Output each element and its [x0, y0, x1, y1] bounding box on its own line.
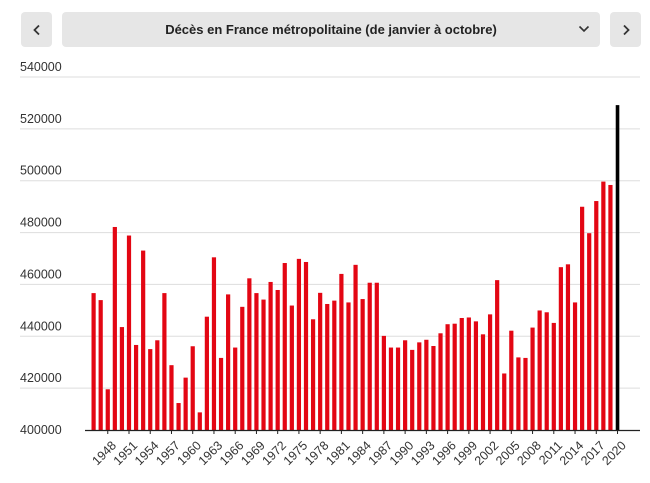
- bar-1956: [162, 293, 167, 430]
- y-tick-label: 460000: [20, 267, 62, 281]
- bar-1950: [119, 327, 125, 430]
- bar-1978: [318, 292, 323, 430]
- bar-1987: [381, 335, 386, 430]
- bar-1951: [126, 235, 132, 430]
- bar-1947: [98, 300, 103, 430]
- bar-1998: [459, 317, 464, 430]
- chart-selector-label: Décès en France métropolitaine (de janvi…: [165, 22, 497, 37]
- bar-1994: [431, 345, 436, 430]
- bar-2016: [587, 233, 592, 430]
- bar-1986: [374, 282, 379, 430]
- bar-1971: [268, 281, 273, 430]
- bar-1983: [353, 264, 358, 430]
- bar-2020: [615, 105, 620, 431]
- y-tick-label: 440000: [20, 319, 62, 333]
- bar-1974: [289, 305, 294, 430]
- y-tick-label: 520000: [20, 112, 62, 126]
- bar-1965: [226, 294, 231, 430]
- chevron-down-icon: [578, 25, 590, 33]
- bar-2012: [558, 267, 563, 430]
- bar-2017: [594, 201, 599, 430]
- bar-2008: [530, 327, 535, 430]
- bar-2011: [551, 322, 556, 430]
- bar-2004: [502, 373, 507, 430]
- bar-2003: [495, 280, 500, 430]
- bar-1982: [346, 302, 351, 430]
- bar-2007: [523, 357, 528, 430]
- y-tick-label: 420000: [20, 371, 62, 385]
- y-tick-label: 500000: [20, 164, 62, 178]
- bar-2005: [509, 330, 514, 430]
- bar-1955: [155, 340, 160, 430]
- bar-1979: [325, 303, 330, 430]
- bar-1975: [296, 258, 302, 430]
- bar-1991: [410, 349, 415, 430]
- bar-2009: [537, 310, 542, 430]
- bar-1958: [176, 403, 181, 430]
- bar-1996: [445, 324, 450, 430]
- bar-1972: [275, 289, 280, 430]
- y-tick-label: 400000: [20, 423, 62, 437]
- bars: [91, 105, 620, 431]
- bar-2002: [487, 314, 493, 430]
- bar-1962: [204, 316, 209, 430]
- bar-1980: [332, 300, 337, 430]
- y-axis-ticks: 400000 420000 440000 460000 480000 500000 5200…: [20, 60, 62, 437]
- bar-1968: [247, 278, 252, 430]
- bar-1969: [254, 293, 259, 430]
- bar-1976: [303, 261, 309, 430]
- bar-1988: [388, 347, 394, 430]
- bar-1949: [112, 226, 117, 430]
- bar-1985: [367, 282, 372, 430]
- bar-1977: [310, 319, 316, 430]
- x-axis-ticks: 1948195119541957196019631966196919721975…: [90, 430, 629, 468]
- bar-1967: [240, 306, 245, 430]
- bar-1995: [438, 333, 443, 430]
- bar-2013: [565, 264, 571, 430]
- bar-1954: [148, 349, 153, 430]
- bar-1993: [424, 339, 429, 430]
- bar-1984: [360, 299, 365, 430]
- x-tick-label: 2020: [599, 438, 629, 468]
- bar-1970: [261, 299, 266, 430]
- bar-1990: [403, 340, 408, 430]
- bar-2006: [516, 357, 521, 430]
- bar-1953: [141, 250, 146, 430]
- bar-1952: [133, 344, 139, 430]
- bar-chart: 400000 420000 440000 460000 480000 500000 5200…: [20, 60, 640, 468]
- chevron-left-icon: [32, 24, 40, 35]
- bar-1964: [218, 357, 224, 430]
- bar-1989: [395, 347, 401, 430]
- y-tick-label: 540000: [20, 60, 62, 74]
- bar-1959: [183, 377, 188, 430]
- chevron-right-icon: [622, 24, 630, 35]
- bar-1963: [211, 257, 217, 430]
- bar-1961: [197, 412, 202, 430]
- bar-1948: [105, 389, 110, 430]
- bar-1992: [417, 342, 422, 430]
- bar-2014: [572, 302, 578, 430]
- bar-1966: [233, 347, 238, 430]
- bar-2015: [580, 206, 585, 430]
- previous-button[interactable]: [21, 12, 52, 47]
- bar-2001: [480, 334, 486, 430]
- bar-2019: [608, 184, 613, 430]
- bar-1973: [282, 263, 287, 430]
- bar-2000: [473, 321, 479, 430]
- chart-selector-dropdown[interactable]: Décès en France métropolitaine (de janvi…: [62, 12, 600, 47]
- bar-2010: [544, 312, 549, 430]
- bar-1960: [190, 346, 195, 430]
- bar-2018: [601, 181, 606, 430]
- bar-1946: [91, 293, 96, 430]
- bar-1957: [169, 365, 174, 430]
- next-button[interactable]: [610, 12, 641, 47]
- bar-1981: [339, 273, 344, 430]
- bar-1997: [452, 323, 457, 430]
- bar-1999: [466, 317, 471, 430]
- y-tick-label: 480000: [20, 216, 62, 230]
